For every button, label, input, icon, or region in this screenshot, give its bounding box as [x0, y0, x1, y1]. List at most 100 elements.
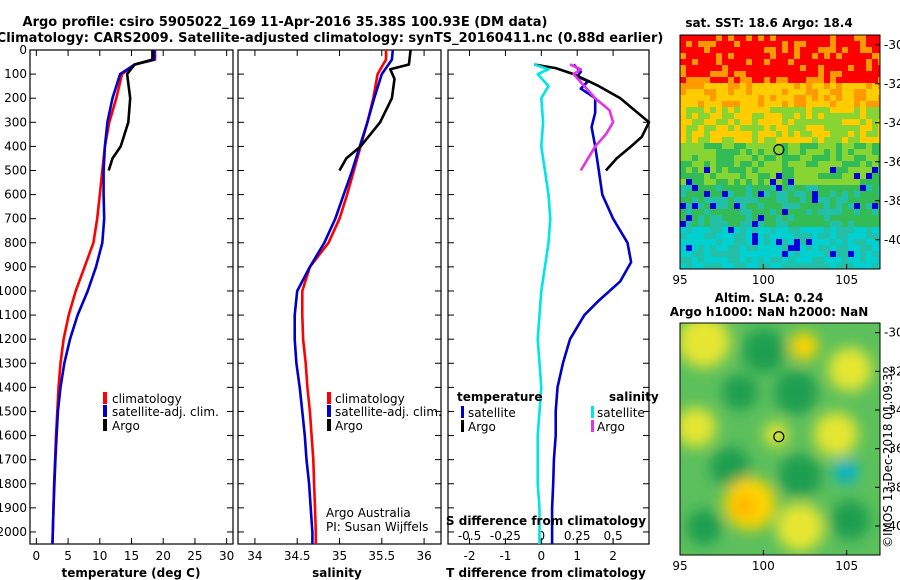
sst-cell — [722, 191, 728, 197]
sst-cell — [692, 221, 698, 227]
sst-cell — [848, 257, 854, 263]
sst-cell — [746, 89, 752, 95]
salinity-legend: climatology satellite-adj. clim. Argo — [327, 392, 442, 433]
sst-cell — [854, 95, 860, 101]
legend-t-argo: Argo — [468, 420, 496, 434]
sst-cell — [836, 119, 842, 125]
sst-cell — [680, 47, 686, 53]
sst-cell — [722, 113, 728, 119]
sst-cell — [716, 239, 722, 245]
sst-cell — [692, 95, 698, 101]
sst-cell — [692, 71, 698, 77]
sst-cell — [704, 137, 710, 143]
sst-cell — [806, 107, 812, 113]
sst-cell — [716, 155, 722, 161]
sst-cell — [752, 47, 758, 53]
sst-cell — [806, 245, 812, 251]
sst-cell — [878, 149, 880, 155]
sst-cell — [740, 233, 746, 239]
sst-cell — [680, 191, 686, 197]
sst-cell — [758, 239, 764, 245]
sst-cell — [800, 113, 806, 119]
sst-cell — [812, 107, 818, 113]
sst-cell — [686, 209, 692, 215]
sst-cell — [842, 263, 848, 269]
sst-cell — [776, 65, 782, 71]
sst-cell — [764, 197, 770, 203]
sst-cell — [680, 203, 686, 209]
sst-cell — [740, 101, 746, 107]
sst-cell — [800, 101, 806, 107]
sst-cell — [680, 185, 686, 191]
sst-cell — [812, 71, 818, 77]
sst-cell — [716, 167, 722, 173]
salinity-series — [293, 49, 412, 544]
sst-cell — [734, 173, 740, 179]
sst-cell — [746, 197, 752, 203]
sst-cell — [710, 155, 716, 161]
sst-cell — [788, 179, 794, 185]
sst-cell — [770, 263, 776, 269]
sst-cell — [680, 101, 686, 107]
sst-cell — [704, 95, 710, 101]
sst-cell — [692, 257, 698, 263]
sst-cell — [692, 239, 698, 245]
sst-cell — [806, 221, 812, 227]
sst-cell — [836, 41, 842, 47]
sst-cell — [746, 257, 752, 263]
sst-cell — [692, 233, 698, 239]
sst-cell — [854, 59, 860, 65]
sst-cell — [866, 71, 872, 77]
depth-tick-label: 0 — [19, 43, 27, 57]
sst-cell — [800, 197, 806, 203]
sst-cell — [800, 119, 806, 125]
sst-cell — [758, 77, 764, 83]
sst-cell — [698, 47, 704, 53]
x-tick-label: 36 — [416, 549, 431, 563]
sst-cell — [734, 131, 740, 137]
sst-cell — [800, 137, 806, 143]
sst-cell — [728, 239, 734, 245]
sst-cell — [746, 119, 752, 125]
sst-cell — [716, 227, 722, 233]
temperature-xlabel: temperature (deg C) — [62, 566, 201, 580]
sst-cell — [794, 173, 800, 179]
temperature-panel: 0100200300400500600700800900100011001200… — [0, 43, 234, 580]
sst-cell — [848, 137, 854, 143]
sst-cell — [872, 59, 878, 65]
sst-cell — [710, 161, 716, 167]
sst-cell — [812, 137, 818, 143]
sst-cell — [764, 41, 770, 47]
sst-cell — [818, 89, 824, 95]
sst-cell — [722, 125, 728, 131]
sst-cell — [764, 125, 770, 131]
sst-cell — [692, 191, 698, 197]
sst-cell — [812, 119, 818, 125]
sst-cell — [818, 209, 824, 215]
sst-cell — [716, 107, 722, 113]
sst-cell — [860, 125, 866, 131]
sst-cell — [836, 77, 842, 83]
sst-cell — [734, 47, 740, 53]
sst-cell — [704, 233, 710, 239]
sst-cell — [812, 209, 818, 215]
sst-cell — [764, 173, 770, 179]
x-tick-label: 25 — [187, 549, 202, 563]
sst-cell — [746, 107, 752, 113]
sst-cell — [716, 221, 722, 227]
sst-cell — [872, 179, 878, 185]
sst-cell — [830, 119, 836, 125]
sst-cell — [866, 35, 872, 41]
sst-cell — [752, 263, 758, 269]
lat-tick-label: -34 — [884, 403, 900, 417]
sla-blob — [814, 412, 858, 457]
s-tick-label: 0.25 — [564, 529, 591, 543]
sst-cell — [800, 83, 806, 89]
sst-cell — [734, 71, 740, 77]
sst-cell — [806, 89, 812, 95]
sst-cell — [680, 107, 686, 113]
sst-cell — [806, 143, 812, 149]
sst-cell — [818, 59, 824, 65]
sst-cell — [872, 95, 878, 101]
sst-cell — [776, 215, 782, 221]
